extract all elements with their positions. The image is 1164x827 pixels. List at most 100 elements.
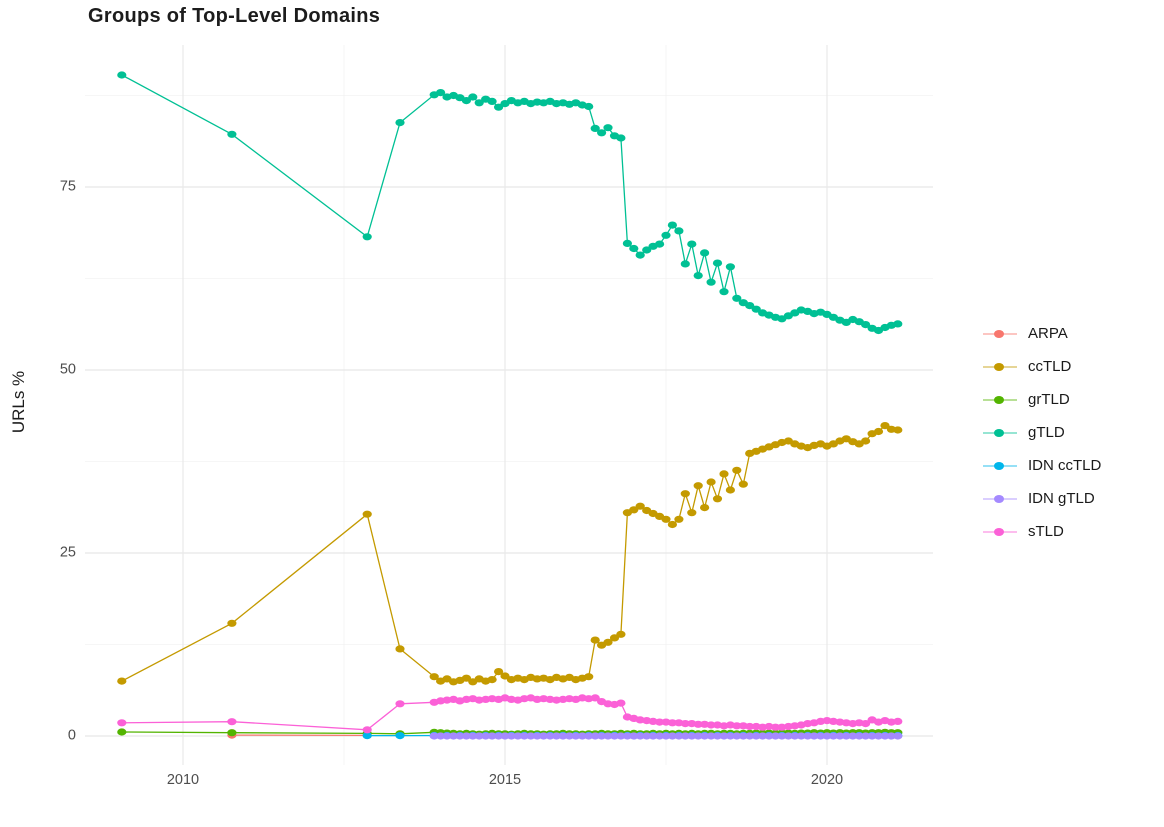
legend-item-stld: sTLD xyxy=(982,515,1101,548)
series-point-idn-gtld xyxy=(712,732,723,740)
series-point-idn-gtld xyxy=(513,732,523,740)
series-point-gtld xyxy=(706,278,716,286)
series-point-idn-gtld xyxy=(777,732,787,740)
series-point-gtld xyxy=(468,93,478,101)
series-point-stld xyxy=(616,699,626,707)
series-point-cctld xyxy=(590,636,600,644)
series-point-gtld xyxy=(117,71,127,79)
series-point-stld xyxy=(893,717,903,726)
series-point-idn-gtld xyxy=(680,732,690,740)
series-point-idn-gtld xyxy=(848,732,858,740)
series-point-gtld xyxy=(642,246,652,254)
series-point-stld xyxy=(117,719,127,727)
series-point-idn-gtld xyxy=(642,732,652,740)
series-point-idn-gtld xyxy=(796,732,806,740)
series-point-cctld xyxy=(893,426,903,434)
legend-item-cctld: ccTLD xyxy=(982,350,1101,383)
series-point-cctld xyxy=(712,495,723,503)
series-point-gtld xyxy=(745,302,755,310)
series-point-idn-gtld xyxy=(590,732,600,740)
series-point-idn-gtld xyxy=(494,732,504,740)
series-point-idn-gtld xyxy=(751,732,761,740)
legend-swatch-icon xyxy=(983,527,1017,536)
series-point-idn-gtld xyxy=(867,732,877,740)
series-point-cctld xyxy=(732,466,742,474)
series-point-idn-gtld xyxy=(468,732,478,740)
series-point-idn-gtld xyxy=(745,732,755,740)
series-point-stld xyxy=(590,694,600,702)
series-point-cctld xyxy=(635,502,645,510)
series-point-idn-gtld xyxy=(584,732,594,740)
x-tick-label: 2015 xyxy=(488,772,522,788)
series-point-gtld xyxy=(667,221,678,229)
series-point-idn-gtld xyxy=(648,732,658,740)
series-point-idn-gtld xyxy=(448,732,459,740)
legend-label: IDN ccTLD xyxy=(1028,457,1102,474)
series-point-idn-gtld xyxy=(461,732,471,740)
legend-swatch-icon xyxy=(983,494,1017,503)
series-point-gtld xyxy=(395,119,405,127)
series-point-gtld xyxy=(635,251,645,259)
series-point-idn-gtld xyxy=(500,732,510,740)
series-point-cctld xyxy=(616,630,626,638)
series-point-idn-gtld xyxy=(455,732,465,740)
series-point-cctld xyxy=(487,676,497,684)
series-point-cctld xyxy=(494,668,504,676)
series-point-idn-gtld xyxy=(758,732,768,740)
series-point-idn-gtld xyxy=(732,732,742,740)
series-point-idn-gtld xyxy=(770,732,781,740)
legend-item-idn-gtld: IDN gTLD xyxy=(982,482,1101,515)
series-point-idn-gtld xyxy=(506,732,516,740)
series-point-idn-gtld xyxy=(687,732,697,740)
series-point-gtld xyxy=(436,89,446,97)
series-point-gtld xyxy=(629,244,639,253)
legend-label: gTLD xyxy=(1028,424,1065,441)
legend-label: ccTLD xyxy=(1028,358,1072,375)
series-point-cctld xyxy=(680,490,690,498)
series-point-gtld xyxy=(461,97,471,105)
series-point-cctld xyxy=(706,478,716,486)
series-point-gtld xyxy=(622,239,633,247)
series-point-gtld xyxy=(693,272,703,280)
series-point-stld xyxy=(745,722,755,731)
series-point-stld xyxy=(395,700,405,708)
series-point-idn-gtld xyxy=(693,732,703,740)
series-point-idn-gtld xyxy=(481,732,491,740)
legend-label: ARPA xyxy=(1028,325,1068,342)
series-point-stld xyxy=(770,723,781,731)
legend-label: IDN gTLD xyxy=(1028,490,1095,507)
legend-item-grtld: grTLD xyxy=(982,383,1101,416)
series-point-cctld xyxy=(603,638,613,646)
x-tick-label: 2020 xyxy=(810,772,844,788)
series-point-stld xyxy=(680,720,690,728)
series-point-gtld xyxy=(603,124,613,132)
series-point-cctld xyxy=(362,510,372,518)
series-point-gtld xyxy=(893,320,903,328)
series-point-cctld xyxy=(700,504,710,512)
series-point-cctld xyxy=(629,506,639,514)
series-point-gtld xyxy=(487,97,497,105)
y-tick-label: 50 xyxy=(59,361,76,378)
series-point-stld xyxy=(655,718,665,726)
series-point-gtld xyxy=(725,263,736,271)
series-point-stld xyxy=(861,720,871,728)
series-point-idn-gtld xyxy=(635,732,645,740)
series-point-idn-gtld xyxy=(725,732,736,740)
series-point-idn-gtld xyxy=(719,732,729,740)
series-point-cctld xyxy=(719,470,729,478)
series-point-cctld xyxy=(227,619,237,627)
series-point-cctld xyxy=(117,677,127,685)
series-point-idn-gtld xyxy=(616,732,626,740)
series-point-idn-gtld xyxy=(442,732,452,740)
legend-label: sTLD xyxy=(1028,523,1064,540)
series-point-gtld xyxy=(700,249,710,257)
series-point-idn-gtld xyxy=(828,732,839,740)
series-point-cctld xyxy=(861,437,871,445)
series-point-idn-gtld xyxy=(558,732,568,740)
series-point-gtld xyxy=(719,288,729,296)
legend-swatch-icon xyxy=(983,329,1017,338)
series-point-cctld xyxy=(609,634,620,642)
series-point-idn-gtld xyxy=(519,732,529,740)
series-point-idn-gtld xyxy=(571,732,581,740)
